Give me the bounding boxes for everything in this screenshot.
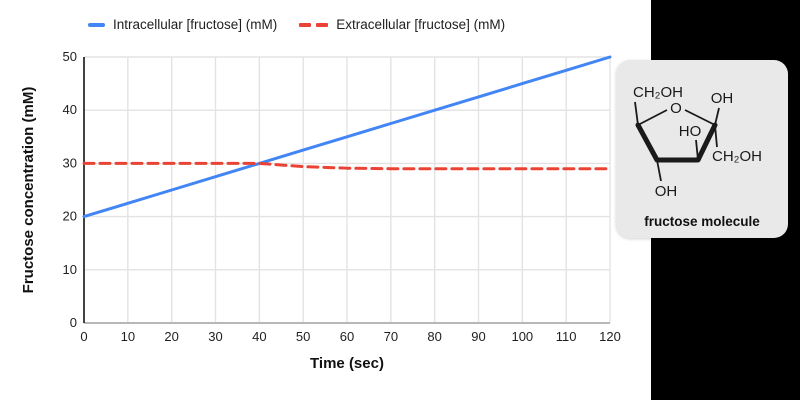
fructose-chart: Intracellular [fructose] (mM) Extracellu… — [20, 17, 621, 372]
legend-label-intracellular: Intracellular [fructose] (mM) — [113, 17, 278, 32]
bond-c5-ch2oh — [634, 101, 639, 126]
legend-item-extracellular: Extracellular [fructose] (mM) — [299, 17, 505, 32]
y-tick-label: 10 — [63, 262, 77, 277]
x-tick-label: 50 — [296, 329, 310, 344]
extracellular-line-swatch-icon — [299, 22, 329, 27]
x-tick-label: 20 — [164, 329, 178, 344]
y-axis-title: Fructose concentration (mM) — [20, 87, 37, 294]
fructose-molecule-card: CH₂OH O OH HO CH₂OH OH fructose molecule — [616, 60, 788, 238]
legend-item-intracellular: Intracellular [fructose] (mM) — [88, 17, 277, 32]
oh-anomeric-label: OH — [711, 90, 734, 107]
y-tick-label: 30 — [63, 155, 77, 170]
x-tick-label: 120 — [599, 329, 621, 344]
bond-c2-ch2oh — [714, 124, 718, 148]
y-tick-label: 20 — [63, 209, 77, 224]
x-tick-label: 0 — [80, 329, 87, 344]
x-tick-label: 90 — [471, 329, 485, 344]
x-axis-title: Time (sec) — [310, 355, 384, 372]
y-tick-label: 50 — [63, 49, 77, 64]
molecule-caption: fructose molecule — [644, 214, 760, 229]
ho-inner-label: HO — [679, 123, 702, 140]
intracellular-line-swatch-icon — [88, 22, 105, 27]
x-tick-label: 10 — [121, 329, 135, 344]
ch2oh-top-label: CH₂OH — [633, 84, 683, 101]
x-tick-label: 30 — [208, 329, 222, 344]
series-line-intracellular — [82, 55, 612, 219]
oh-bottom-label: OH — [655, 183, 678, 200]
bond-c2-oh — [714, 107, 720, 126]
x-tick-label: 40 — [252, 329, 266, 344]
bond-c4-oh — [656, 159, 662, 182]
y-tick-label: 40 — [63, 102, 77, 117]
ch2oh-right-label: CH₂OH — [712, 148, 762, 165]
ring-front-bonds — [635, 122, 718, 163]
legend-label-extracellular: Extracellular [fructose] (mM) — [336, 17, 506, 32]
x-tick-label: 100 — [511, 329, 533, 344]
line-plot: 0 10 20 30 40 50 60 70 80 90 100 110 12001020304050 … — [20, 49, 621, 372]
series-line-extracellular — [82, 161, 612, 171]
chart-legend: Intracellular [fructose] (mM) Extracellu… — [88, 17, 505, 32]
x-tick-label: 80 — [427, 329, 441, 344]
x-tick-label: 60 — [340, 329, 354, 344]
y-tick-label: 0 — [70, 315, 77, 330]
fructose-structure-diagram: CH₂OH O OH HO CH₂OH OH — [633, 84, 762, 200]
x-tick-label: 110 — [556, 329, 577, 344]
bond-c3-ho — [695, 139, 699, 161]
ring-oxygen-label: O — [670, 100, 682, 117]
x-tick-label: 70 — [384, 329, 398, 344]
bond-o-c5 — [637, 109, 668, 126]
bond-o-c2 — [684, 109, 716, 126]
